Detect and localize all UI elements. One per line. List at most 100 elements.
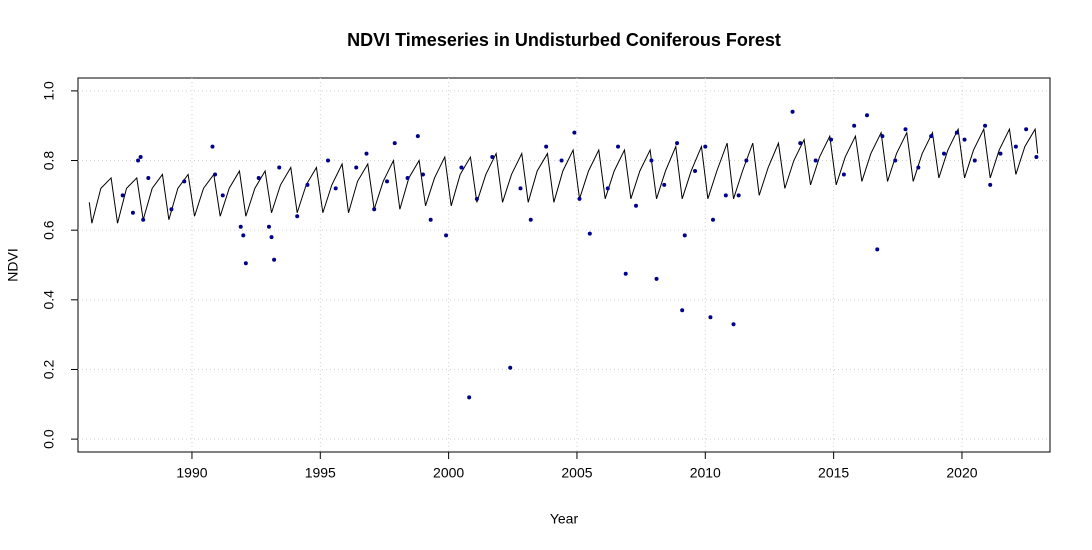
observation-point xyxy=(893,158,898,163)
observation-point xyxy=(841,172,846,177)
observation-point xyxy=(662,182,667,187)
observation-point xyxy=(213,172,218,177)
y-tick-label: 1.0 xyxy=(41,81,57,101)
observation-point xyxy=(220,193,225,198)
observation-point xyxy=(572,130,577,135)
observation-point xyxy=(415,134,420,139)
observation-point xyxy=(703,144,708,149)
observation-point xyxy=(798,141,803,146)
y-tick-label: 0.4 xyxy=(41,290,57,310)
observation-point xyxy=(238,224,243,229)
y-tick-label: 0.8 xyxy=(41,151,57,171)
observation-point xyxy=(354,165,359,170)
x-axis-label: Year xyxy=(550,511,579,527)
observation-point xyxy=(880,134,885,139)
observation-point xyxy=(559,158,564,163)
observation-point xyxy=(364,151,369,156)
observation-point xyxy=(295,214,300,219)
x-tick-label: 2000 xyxy=(433,465,464,481)
observation-point xyxy=(983,123,988,128)
observation-point xyxy=(710,217,715,222)
observation-point xyxy=(998,151,1003,156)
observation-point xyxy=(916,165,921,170)
observation-point xyxy=(962,137,967,142)
observation-point xyxy=(633,203,638,208)
observation-point xyxy=(528,217,533,222)
x-tick-label: 1990 xyxy=(176,465,207,481)
observation-point xyxy=(518,186,523,191)
observation-point xyxy=(829,137,834,142)
y-tick-label: 0.6 xyxy=(41,220,57,240)
observation-point xyxy=(467,395,472,400)
observation-point xyxy=(420,172,425,177)
observation-point xyxy=(474,196,479,201)
observation-point xyxy=(272,257,277,262)
observation-point xyxy=(146,175,151,180)
observation-point xyxy=(182,179,187,184)
observation-point xyxy=(852,123,857,128)
y-tick-label: 0.2 xyxy=(41,360,57,380)
observation-point xyxy=(508,365,513,370)
observation-point xyxy=(444,233,449,238)
observation-point xyxy=(1034,155,1039,160)
observation-point xyxy=(708,315,713,320)
observation-point xyxy=(385,179,390,184)
observation-point xyxy=(929,134,934,139)
plot-frame xyxy=(77,77,1051,453)
observation-point xyxy=(120,193,125,198)
observation-point xyxy=(372,207,377,212)
observation-point xyxy=(682,233,687,238)
observation-point xyxy=(988,182,993,187)
observation-point xyxy=(243,261,248,266)
observation-point xyxy=(405,175,410,180)
observation-point xyxy=(1013,144,1018,149)
observation-point xyxy=(903,127,908,132)
observation-point xyxy=(277,165,282,170)
observation-point xyxy=(138,155,143,160)
observation-point xyxy=(428,217,433,222)
observation-point xyxy=(723,193,728,198)
x-tick-label: 2020 xyxy=(946,465,977,481)
observation-point xyxy=(305,182,310,187)
observation-point xyxy=(864,113,869,118)
observation-point xyxy=(736,193,741,198)
observation-point xyxy=(941,151,946,156)
y-axis-label: NDVI xyxy=(5,248,21,281)
x-tick-label: 2015 xyxy=(818,465,849,481)
observation-point xyxy=(972,158,977,163)
x-tick-label: 2005 xyxy=(561,465,592,481)
observation-point xyxy=(731,322,736,327)
observation-point xyxy=(675,141,680,146)
chart-title: NDVI Timeseries in Undisturbed Coniferou… xyxy=(347,30,781,50)
observation-point xyxy=(680,308,685,313)
x-tick-label: 2010 xyxy=(690,465,721,481)
observation-point xyxy=(616,144,621,149)
observation-point xyxy=(587,231,592,236)
observation-point xyxy=(325,158,330,163)
observation-point xyxy=(577,196,582,201)
observation-point xyxy=(954,130,959,135)
observation-point xyxy=(790,109,795,114)
observation-point xyxy=(654,276,659,281)
observation-point xyxy=(333,186,338,191)
observation-point xyxy=(544,144,549,149)
observation-point xyxy=(269,235,274,240)
observation-point xyxy=(459,165,464,170)
observation-point xyxy=(141,217,146,222)
observation-point xyxy=(392,141,397,146)
observation-point xyxy=(875,247,880,252)
observation-point xyxy=(605,186,610,191)
observation-point xyxy=(241,233,246,238)
observation-point xyxy=(130,210,135,215)
observation-point xyxy=(744,158,749,163)
observation-point xyxy=(649,158,654,163)
observation-point xyxy=(256,175,261,180)
x-tick-label: 1995 xyxy=(305,465,336,481)
observation-point xyxy=(266,224,271,229)
fitted-line xyxy=(88,127,1039,224)
observation-point xyxy=(169,207,174,212)
observation-point xyxy=(136,158,141,163)
observation-point xyxy=(210,144,215,149)
